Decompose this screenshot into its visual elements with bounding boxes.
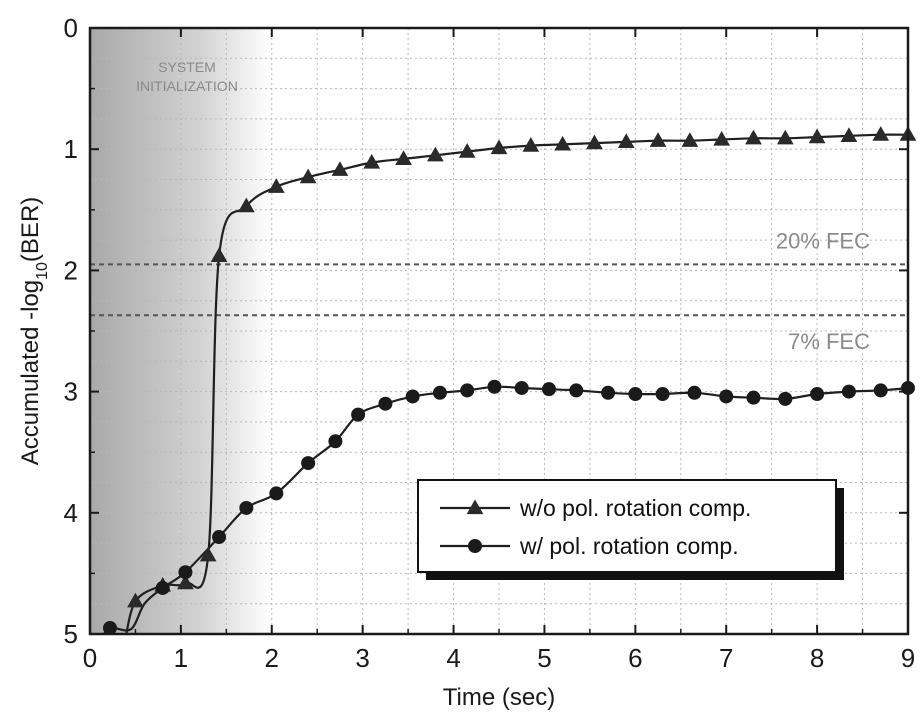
data-point-without-comp: [522, 137, 540, 152]
data-point-without-comp: [237, 197, 255, 213]
data-point-without-comp: [586, 134, 603, 150]
data-point-without-comp: [427, 146, 444, 162]
data-point-with-comp: [719, 389, 734, 404]
data-point-without-comp: [617, 133, 635, 149]
data-point-without-comp: [872, 126, 890, 141]
reference-lines: 20% FEC 7% FEC: [90, 228, 908, 354]
x-tick-label: 8: [810, 643, 824, 673]
fec-threshold-label: 20% FEC: [776, 228, 870, 253]
data-point-with-comp: [487, 379, 502, 394]
y-tick-label: 1: [64, 134, 78, 164]
data-point-without-comp: [363, 154, 381, 169]
data-point-without-comp: [776, 129, 794, 145]
data-point-with-comp: [460, 383, 475, 398]
data-point-without-comp: [808, 128, 826, 144]
data-point-with-comp: [351, 407, 366, 422]
data-point-without-comp: [395, 150, 412, 166]
data-point-with-comp: [432, 385, 447, 400]
x-axis-title: Time (sec): [443, 684, 555, 711]
axis-ticks: 0 1 2 3 4 5 6 7 8 9 0 1 2 3 4 5: [64, 13, 916, 673]
y-tick-label: 5: [64, 619, 78, 649]
y-tick-label: 2: [64, 255, 78, 285]
data-point-with-comp: [655, 387, 670, 402]
legend-box: [417, 479, 837, 573]
data-point-without-comp: [299, 168, 317, 184]
data-point-without-comp: [331, 161, 349, 176]
data-point-without-comp: [199, 546, 217, 562]
data-point-with-comp: [178, 565, 193, 580]
data-point-with-comp: [873, 383, 888, 398]
x-tick-label: 1: [174, 643, 188, 673]
data-point-with-comp: [155, 580, 170, 595]
data-point-with-comp: [541, 382, 556, 397]
x-tick-label: 2: [265, 643, 279, 673]
data-point-with-comp: [212, 530, 227, 545]
legend: w/o pol. rotation comp. w/ pol. rotation …: [417, 479, 844, 580]
y-tick-label: 0: [64, 13, 78, 43]
shade-label-line: INITIALIZATION: [136, 78, 238, 94]
data-point-without-comp: [840, 127, 858, 142]
shade-label: SYSTEM INITIALIZATION: [136, 59, 238, 94]
data-point-with-comp: [841, 384, 856, 399]
legend-marker: [466, 499, 484, 515]
data-point-with-comp: [601, 385, 616, 400]
data-point-with-comp: [301, 456, 316, 471]
data-point-with-comp: [102, 620, 117, 635]
data-point-with-comp: [569, 383, 584, 398]
legend-marker: [468, 539, 482, 553]
x-tick-label: 9: [901, 643, 915, 673]
legend-label: w/o pol. rotation comp.: [519, 495, 751, 521]
y-tick-label: 4: [64, 498, 78, 528]
x-tick-label: 5: [537, 643, 551, 673]
data-point-without-comp: [745, 129, 762, 145]
data-point-with-comp: [687, 385, 702, 400]
x-tick-label: 4: [446, 643, 460, 673]
data-point-without-comp: [127, 592, 144, 608]
data-point-without-comp: [681, 132, 699, 147]
y-axis-title: Accumulated -log10(BER): [17, 197, 51, 466]
x-tick-label: 0: [83, 643, 97, 673]
x-tick-label: 7: [719, 643, 733, 673]
data-point-with-comp: [778, 391, 793, 406]
data-point-with-comp: [746, 390, 761, 405]
data-point-with-comp: [328, 434, 343, 449]
x-tick-label: 6: [628, 643, 642, 673]
x-tick-label: 3: [355, 643, 369, 673]
data-point-without-comp: [458, 143, 476, 158]
fec-threshold-label: 7% FEC: [788, 329, 870, 354]
y-tick-label: 3: [64, 377, 78, 407]
data-point-with-comp: [378, 396, 393, 411]
data-point-without-comp: [713, 130, 731, 146]
data-point-with-comp: [239, 500, 254, 515]
data-point-without-comp: [554, 135, 571, 151]
data-point-without-comp: [177, 574, 194, 590]
data-point-with-comp: [405, 389, 420, 404]
data-point-without-comp: [267, 178, 285, 193]
legend-label: w/ pol. rotation comp.: [519, 533, 739, 559]
data-point-with-comp: [810, 387, 825, 402]
data-point-with-comp: [269, 486, 284, 501]
data-point-without-comp: [490, 139, 508, 155]
data-point-with-comp: [514, 380, 529, 395]
data-point-without-comp: [649, 132, 667, 147]
shade-label-line: SYSTEM: [158, 59, 216, 75]
data-point-with-comp: [628, 387, 643, 402]
series-markers: [102, 126, 917, 635]
data-point-without-comp: [210, 247, 228, 262]
